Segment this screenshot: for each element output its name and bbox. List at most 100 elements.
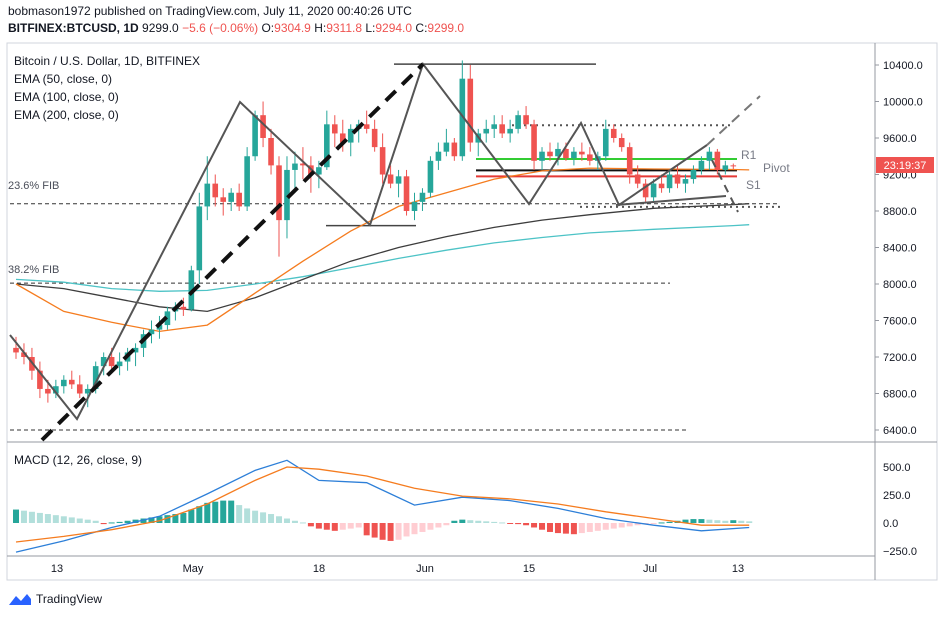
fib-236-label: 23.6% FIB (8, 180, 59, 192)
candle-body (276, 165, 282, 221)
macd-hist-bar (499, 522, 506, 524)
candle-body (435, 151, 442, 161)
price-tag-bg (876, 157, 934, 173)
macd-hist-bar (220, 500, 227, 523)
macd-hist-bar (602, 523, 609, 530)
candle-body (260, 115, 266, 138)
candle-body (682, 179, 689, 184)
time-tick-label: 13 (732, 563, 744, 575)
candle-body (571, 151, 577, 159)
price-tick-label: 6800.0 (883, 389, 917, 401)
candle-body (722, 165, 729, 170)
candle-body (13, 347, 19, 353)
macd-hist-bar (180, 512, 187, 523)
fib-382-label: 38.2% FIB (8, 264, 59, 276)
time-tick-label: Jul (643, 563, 657, 575)
macd-tick-label: 250.0 (883, 490, 911, 502)
candle-body (332, 124, 338, 134)
candle-body (491, 124, 497, 129)
ema200-line (15, 224, 750, 292)
symbol[interactable]: BITFINEX:BTCUSD, 1D (8, 21, 139, 35)
macd-hist-bar (76, 518, 83, 523)
candle-body (84, 388, 91, 394)
high-value: 9311.8 (326, 21, 362, 35)
candle-body (379, 147, 386, 175)
price-tick-label: 8000.0 (883, 279, 917, 291)
price-tick-label: 7600.0 (883, 316, 917, 328)
candle-body (300, 163, 306, 166)
macd-hist-bar (307, 523, 314, 527)
macd-hist-bar (244, 508, 251, 523)
candle-body (108, 357, 115, 367)
price-tag: 23:19:37 (884, 160, 927, 172)
author-line: bobmason1972 published on TradingView.co… (8, 4, 412, 18)
candle-body (483, 128, 490, 134)
projection-down-line (711, 159, 739, 213)
macd-hist-bar (570, 523, 577, 535)
candle-body (347, 128, 354, 143)
macd-hist-bar (554, 523, 561, 534)
legend-ema50[interactable]: EMA (50, close, 0) (14, 72, 112, 86)
candle-body (76, 384, 83, 394)
macd-hist-bar (172, 514, 179, 523)
macd-hist-bar (698, 519, 705, 523)
macd-hist-bar (116, 521, 123, 523)
candle-body (634, 174, 641, 184)
macd-hist-bar (283, 518, 290, 523)
tradingview-logo[interactable]: TradingView (8, 592, 102, 606)
candle-body (587, 154, 593, 161)
macd-hist-bar (355, 523, 362, 528)
macd-hist-bar (626, 523, 633, 527)
macd-hist-bar (291, 520, 298, 523)
macd-hist-bar (403, 523, 410, 537)
candle-body (100, 357, 107, 367)
time-tick-label: Jun (416, 563, 434, 575)
candle-body (547, 151, 553, 157)
macd-hist-bar (68, 517, 75, 523)
candle-body (116, 361, 123, 367)
macd-hist-bar (738, 520, 745, 523)
candle-body (730, 165, 737, 167)
macd-hist-bar (387, 523, 394, 541)
candle-body (252, 115, 258, 157)
macd-hist-bar (443, 523, 450, 526)
macd-hist-bar (164, 515, 171, 523)
price-tick-label: 8800.0 (883, 206, 917, 218)
candle-body (324, 124, 330, 168)
macd-hist-bar (411, 523, 418, 535)
macd-hist-bar (618, 523, 625, 528)
last-price: 9299.0 (142, 21, 179, 35)
candle-body (363, 124, 370, 129)
macd-hist-bar (650, 523, 657, 524)
candle-body (395, 176, 402, 184)
legend-ema200[interactable]: EMA (200, close, 0) (14, 108, 119, 122)
time-tick-label: May (183, 563, 204, 575)
candle-body (212, 183, 219, 198)
candle-body (618, 138, 625, 148)
candle-body (579, 151, 585, 155)
macd-hist-bar (100, 523, 107, 525)
legend-ema100[interactable]: EMA (100, close, 0) (14, 90, 119, 104)
macd-hist-bar (188, 509, 195, 523)
candle-body (411, 201, 418, 211)
candle-body (132, 347, 139, 353)
macd-hist-bar (371, 523, 378, 538)
candle-body (507, 128, 513, 134)
candle-body (626, 147, 633, 175)
tradingview-wordmark: TradingView (36, 592, 103, 606)
macd-hist-bar (578, 523, 585, 534)
time-tick-label: 13 (51, 563, 63, 575)
macd-hist-bar (28, 511, 35, 523)
macd-hist-bar (148, 517, 155, 523)
macd-hist-bar (347, 523, 354, 529)
macd-hist-bar (706, 519, 713, 523)
candle-body (339, 133, 346, 143)
candle-body (467, 78, 474, 143)
macd-hist-bar (435, 523, 442, 528)
candle-body (443, 142, 450, 152)
wedge-lower-line (615, 195, 727, 206)
candle-body (499, 124, 505, 134)
candle-body (180, 306, 187, 310)
macd-hist-bar (92, 520, 99, 523)
